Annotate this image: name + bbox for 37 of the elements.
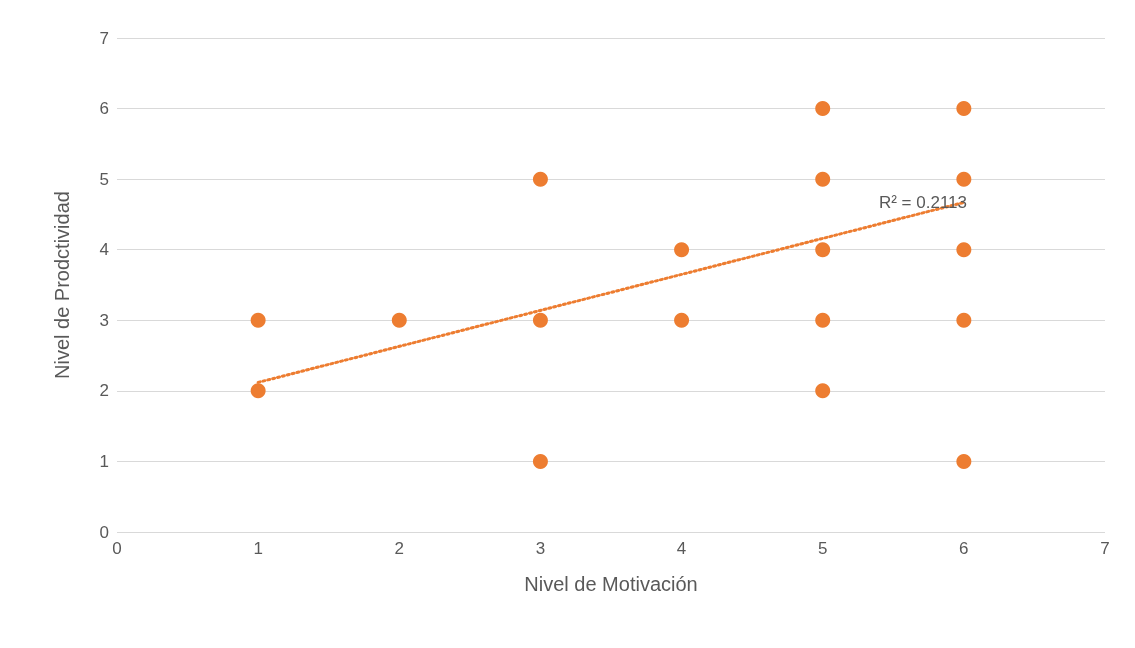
point	[674, 312, 690, 328]
point	[674, 242, 690, 258]
point	[815, 101, 831, 117]
x-tick-label: 0	[112, 539, 122, 558]
x-tick-label: 6	[959, 539, 969, 558]
point	[815, 383, 831, 399]
point	[532, 171, 548, 187]
point	[532, 312, 548, 328]
point	[391, 312, 407, 328]
y-tick-label: 6	[99, 99, 109, 119]
point	[532, 453, 548, 469]
y-tick-label: 3	[99, 310, 109, 330]
point	[815, 242, 831, 258]
point	[250, 383, 266, 399]
point	[815, 312, 831, 328]
point	[956, 242, 972, 258]
y-tick-label: 0	[99, 522, 109, 542]
y-tick-label: 5	[99, 169, 109, 189]
x-tick-label: 4	[676, 539, 687, 558]
point	[956, 453, 972, 469]
y-tick-label: 4	[99, 240, 109, 260]
point	[956, 312, 972, 328]
annotation: R² = 0.2113	[878, 193, 967, 212]
x-tick-label: 7	[1100, 539, 1110, 558]
point	[956, 171, 972, 187]
y-tick-label: 2	[99, 381, 109, 401]
x-tick-label: 2	[394, 539, 405, 558]
y-axis-title: Nivel de Prodctividad	[51, 191, 73, 379]
x-tick-label: 1	[253, 539, 263, 558]
point	[956, 101, 972, 117]
x-tick-label: 3	[535, 539, 546, 558]
y-tick-label: 7	[99, 28, 109, 48]
point	[815, 171, 831, 187]
point	[250, 312, 266, 328]
x-tick-label: 5	[817, 539, 828, 558]
y-tick-label: 1	[99, 451, 109, 471]
x-axis-title: Nivel de Motivación	[524, 573, 698, 595]
